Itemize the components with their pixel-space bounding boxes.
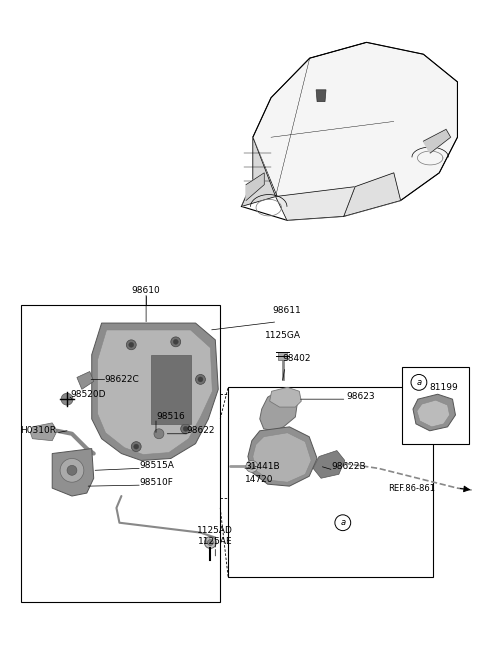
Circle shape [67,465,77,475]
Polygon shape [344,173,401,216]
Circle shape [134,444,139,449]
Bar [21,306,220,602]
Text: H0310R: H0310R [21,426,57,436]
Bar [228,388,433,577]
Circle shape [246,461,258,472]
Polygon shape [241,137,276,206]
Text: 1125AD: 1125AD [197,526,233,535]
Text: a: a [416,378,421,387]
Text: 98622: 98622 [187,426,215,436]
Bar [151,355,191,424]
Circle shape [183,426,188,431]
Polygon shape [253,42,457,220]
Bar [277,351,288,359]
Text: 1125AE: 1125AE [198,537,233,547]
Polygon shape [52,449,94,496]
Circle shape [411,374,427,390]
Polygon shape [97,330,212,455]
Circle shape [335,515,351,531]
Circle shape [61,394,73,405]
Polygon shape [270,388,301,407]
Polygon shape [417,400,450,427]
Text: 31441B: 31441B [245,462,279,471]
Text: 98515A: 98515A [139,461,174,470]
Text: 98622C: 98622C [105,375,139,384]
Polygon shape [313,451,345,478]
Polygon shape [248,427,317,486]
Circle shape [126,340,136,350]
Polygon shape [423,129,451,153]
Text: 98402: 98402 [283,353,311,363]
Polygon shape [413,394,456,431]
Circle shape [204,537,216,549]
Text: 81199: 81199 [430,383,458,392]
Polygon shape [253,433,311,482]
Circle shape [195,374,205,384]
Text: a: a [340,518,345,527]
Circle shape [171,337,180,347]
Text: 98516: 98516 [156,413,185,421]
Polygon shape [246,173,264,200]
Circle shape [154,429,164,439]
Text: 98623: 98623 [347,392,375,401]
Circle shape [60,459,84,482]
Polygon shape [77,371,94,390]
Circle shape [207,539,213,545]
Circle shape [249,463,255,469]
Bar [402,367,469,443]
Text: 98610: 98610 [132,286,160,296]
Circle shape [173,340,178,344]
Text: 98611: 98611 [273,306,301,315]
Polygon shape [316,90,326,102]
Circle shape [129,342,134,348]
Text: 98622B: 98622B [331,462,366,471]
Circle shape [198,377,203,382]
Text: 98510F: 98510F [139,478,173,487]
Circle shape [180,424,191,434]
Text: REF.86-861: REF.86-861 [388,484,435,493]
Polygon shape [260,392,297,431]
Text: 98520D: 98520D [70,390,106,399]
Text: 14720: 14720 [245,475,274,484]
Polygon shape [92,323,218,461]
Circle shape [131,442,141,451]
Polygon shape [276,187,355,220]
Polygon shape [30,423,57,441]
Text: 1125GA: 1125GA [264,331,300,340]
